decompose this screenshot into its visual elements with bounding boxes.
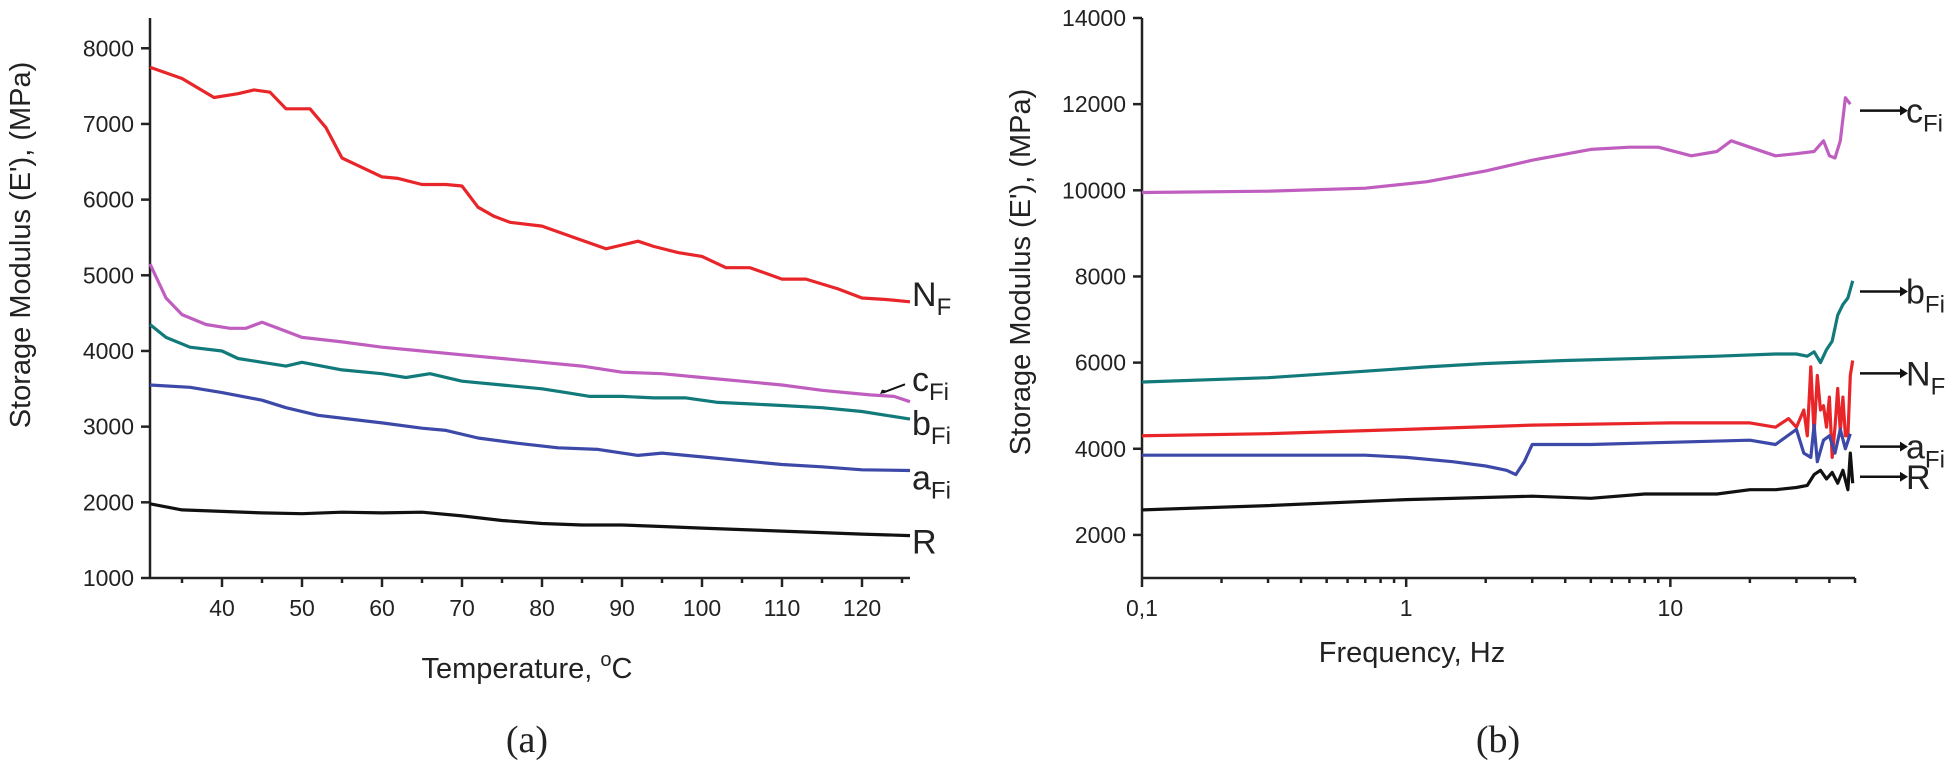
chart-a-ylabel: Storage Modulus (E'), (MPa) xyxy=(5,62,37,429)
series-label-b-r: R xyxy=(1906,459,1931,497)
chart-a-ytick-label: 3000 xyxy=(83,414,134,440)
series-label-name: N xyxy=(912,276,937,314)
series-label-name: a xyxy=(1906,429,1925,467)
series-line-a-nf xyxy=(149,65,911,304)
series-line-a-r xyxy=(149,502,911,538)
chart-a-xtick-label: 90 xyxy=(609,595,635,621)
chart-b-caption: (b) xyxy=(1476,719,1520,761)
series-label-arrowhead xyxy=(1900,471,1908,482)
series-label-name: c xyxy=(1906,93,1923,131)
series-label-subscript: Fi xyxy=(929,379,949,406)
series-label-a-bfi: bFi xyxy=(912,405,951,450)
chart-a-xtick-label: 60 xyxy=(369,595,395,621)
chart-a-ytick-label: 7000 xyxy=(83,111,134,137)
series-label-subscript: Fi xyxy=(1925,447,1945,474)
chart-a-xtick-label: 40 xyxy=(209,595,235,621)
series-label-arrowhead xyxy=(1900,441,1908,452)
chart-b-xtick-label: 1 xyxy=(1400,595,1413,621)
series-label-a-afi: aFi xyxy=(912,459,951,504)
series-label-name: c xyxy=(912,361,929,399)
chart-b-ytick-label: 12000 xyxy=(1062,91,1126,117)
series-line-a-bfi xyxy=(148,323,911,421)
chart-a-xtick-label: 100 xyxy=(683,595,721,621)
chart-b-ylabel: Storage Modulus (E'), (MPa) xyxy=(1005,89,1037,456)
chart-b-xtick-label: 0,1 xyxy=(1126,595,1158,621)
series-label-arrowhead xyxy=(1900,105,1908,116)
chart-a-xtick-label: 80 xyxy=(529,595,555,621)
chart-b-ytick-label: 6000 xyxy=(1075,350,1126,376)
series-label-b-cfi: cFi xyxy=(1906,93,1943,138)
series-label-name: a xyxy=(912,459,931,497)
chart-a-axes: 1000 2000 3000 4000 5000 6000 7000 8000 40 50 60 70… xyxy=(83,18,910,621)
chart-a-caption: (a) xyxy=(506,719,548,761)
chart-a-xlabel: Temperature, oC xyxy=(422,649,633,685)
series-line-a-cfi xyxy=(148,263,911,404)
chart-a-series xyxy=(148,65,911,538)
chart-a-ytick-label: 4000 xyxy=(83,338,134,364)
chart-a-ytick-label: 2000 xyxy=(83,489,134,515)
series-label-a-nf: NF xyxy=(912,276,951,321)
chart-a-ytick-label: 5000 xyxy=(83,262,134,288)
chart-a-xtick-label: 110 xyxy=(764,595,801,621)
chart-a-xtick-label: 50 xyxy=(289,595,315,621)
chart-a-xtick-label: 120 xyxy=(843,595,881,621)
series-label-name: N xyxy=(1906,355,1931,393)
chart-a-ytick-label: 1000 xyxy=(83,565,134,591)
series-label-subscript: Fi xyxy=(1923,111,1943,138)
chart-a-xlabel-unit: C xyxy=(612,653,633,685)
series-label-arrowhead xyxy=(880,389,889,395)
chart-b-ytick-label: 4000 xyxy=(1075,436,1126,462)
series-label-a-cfi: cFi xyxy=(912,361,949,406)
chart-panel-a: 1000 2000 3000 4000 5000 6000 7000 8000 40 50 60 70… xyxy=(5,18,951,761)
series-label-arrowhead xyxy=(1900,286,1908,297)
series-label-subscript: Fi xyxy=(1925,292,1945,319)
series-line-b-nf xyxy=(1141,360,1855,459)
series-label-b-bfi: bFi xyxy=(1906,274,1945,319)
series-line-b-bfi xyxy=(1141,280,1855,384)
chart-a-ytick-label: 8000 xyxy=(83,35,134,61)
chart-a-xlabel-text: Temperature, xyxy=(422,653,601,685)
chart-a-xlabel-sup: o xyxy=(600,649,611,671)
chart-b-series xyxy=(1141,96,1855,512)
chart-a-ytick-label: 6000 xyxy=(83,187,134,213)
series-label-subscript: Fi xyxy=(931,423,951,450)
chart-b-ytick-label: 8000 xyxy=(1075,263,1126,289)
series-line-b-cfi xyxy=(1141,96,1852,195)
series-label-arrowhead xyxy=(1900,368,1908,379)
series-label-name: b xyxy=(912,405,931,443)
chart-b-axes: 2000 4000 6000 8000 10000 12000 14000 0,1 1 10 xyxy=(1062,5,1857,621)
chart-b-xtick-label: 10 xyxy=(1658,595,1684,621)
series-label-b-nf: NF xyxy=(1906,355,1945,400)
series-label-a-r: R xyxy=(912,524,937,562)
series-label-subscript: F xyxy=(937,294,952,321)
chart-b-ytick-label: 14000 xyxy=(1062,5,1126,31)
chart-b-ytick-label: 2000 xyxy=(1075,522,1126,548)
chart-b-xlabel: Frequency, Hz xyxy=(1319,637,1505,669)
series-label-name: R xyxy=(912,524,937,562)
series-label-name: R xyxy=(1906,459,1931,497)
series-line-b-afi xyxy=(1142,423,1852,477)
series-label-name: b xyxy=(1906,274,1925,312)
chart-a-xtick-label: 70 xyxy=(449,595,475,621)
series-label-subscript: F xyxy=(1931,373,1946,400)
series-line-b-r xyxy=(1141,451,1855,512)
series-label-b-afi: aFi xyxy=(1906,429,1945,474)
series-label-subscript: Fi xyxy=(931,477,951,504)
series-line-a-afi xyxy=(149,383,911,473)
chart-b-ytick-label: 10000 xyxy=(1062,177,1126,203)
